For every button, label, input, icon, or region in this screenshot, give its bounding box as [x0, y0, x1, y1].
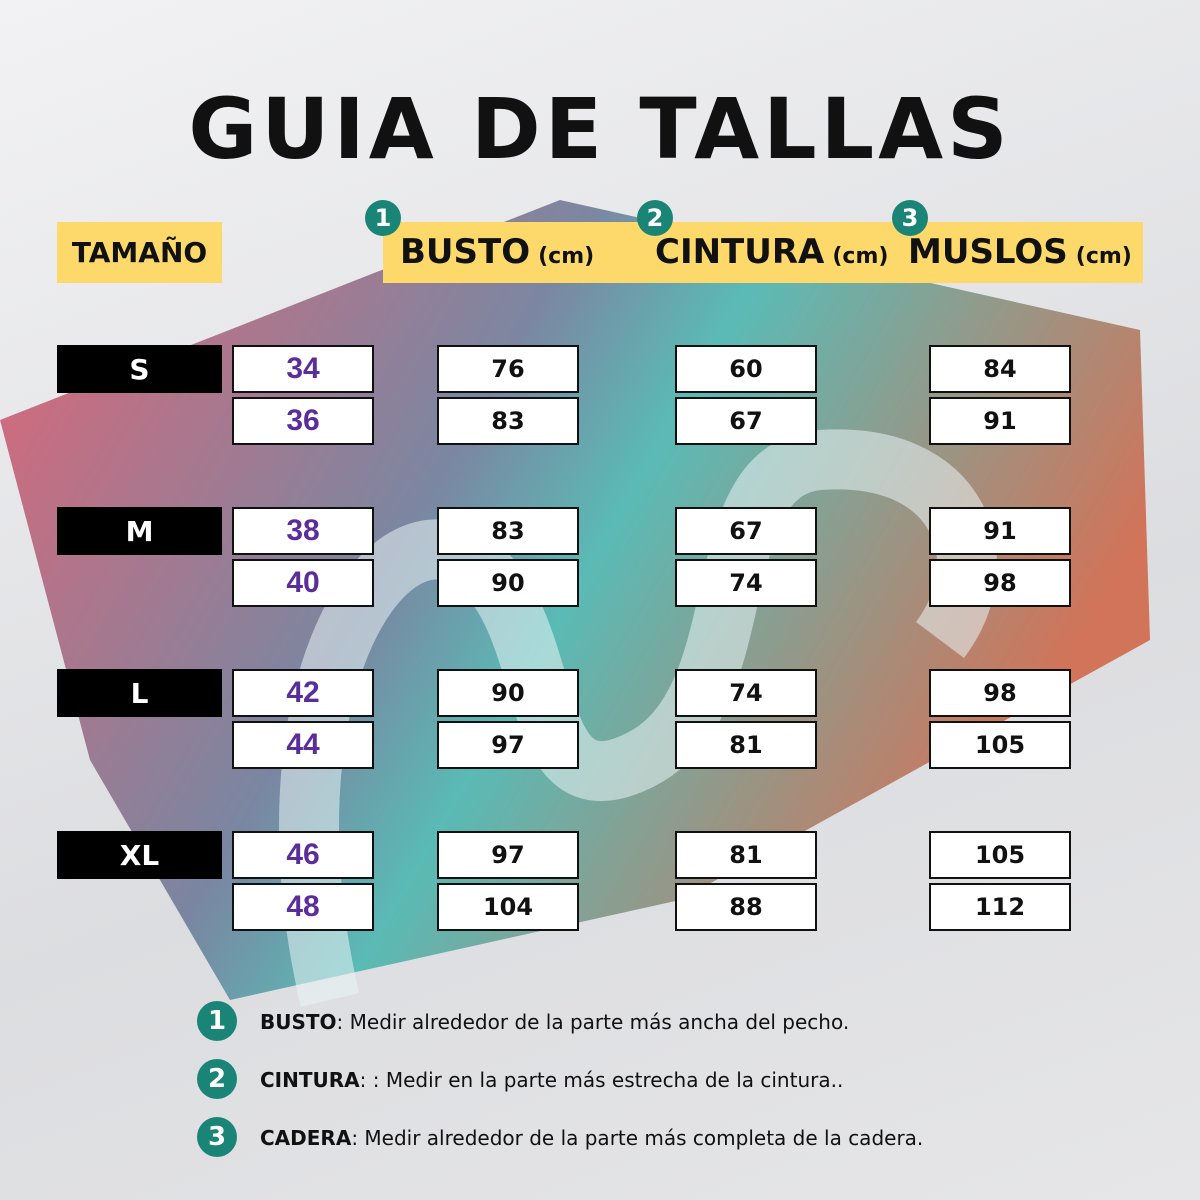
note-text: : Medir alrededor de la parte más comple…: [351, 1126, 924, 1150]
measure-cell: 74: [675, 559, 817, 607]
header-label-group: CINTURA (cm): [655, 232, 888, 276]
note-text: : Medir alrededor de la parte más ancha …: [336, 1010, 850, 1034]
measure-cell: 90: [437, 559, 579, 607]
note-term: CINTURA: [260, 1068, 360, 1092]
measure-cell: 76: [437, 345, 579, 393]
measure-cell: 91: [929, 507, 1071, 555]
header-unit: (cm): [832, 244, 889, 269]
note-number: 3: [197, 1117, 237, 1157]
size-number: 36: [232, 397, 374, 445]
measure-cell: 91: [929, 397, 1071, 445]
measure-cell: 81: [675, 721, 817, 769]
note: BUSTO: Medir alrededor de la parte más a…: [260, 1007, 849, 1037]
measure-cell: 67: [675, 507, 817, 555]
note: CADERA: Medir alrededor de la parte más …: [260, 1123, 923, 1153]
header-label-group: MUSLOS (cm): [908, 232, 1132, 276]
size-tag: L: [57, 669, 222, 717]
size-tag: M: [57, 507, 222, 555]
measure-cell: 83: [437, 397, 579, 445]
measure-cell: 84: [929, 345, 1071, 393]
note: CINTURA: : Medir en la parte más estrech…: [260, 1065, 843, 1095]
size-number: 42: [232, 669, 374, 717]
header-label-group: BUSTO (cm): [400, 232, 594, 276]
size-number: 46: [232, 831, 374, 879]
measure-cell: 81: [675, 831, 817, 879]
size-number: 44: [232, 721, 374, 769]
measure-cell: 98: [929, 669, 1071, 717]
size-number: 34: [232, 345, 374, 393]
measure-cell: 104: [437, 883, 579, 931]
header-unit: (cm): [538, 244, 595, 269]
size-number: 40: [232, 559, 374, 607]
header-unit: (cm): [1075, 244, 1132, 269]
measure-cell: 90: [437, 669, 579, 717]
measure-cell: 97: [437, 831, 579, 879]
size-tag: S: [57, 345, 222, 393]
measure-cell: 105: [929, 721, 1071, 769]
measure-cell: 60: [675, 345, 817, 393]
header-label: CINTURA: [655, 232, 825, 272]
header-number: 1: [365, 200, 401, 236]
note-term: CADERA: [260, 1126, 352, 1150]
header-label: MUSLOS: [908, 232, 1068, 272]
header-number: 2: [637, 200, 673, 236]
measure-cell: 112: [929, 883, 1071, 931]
note-text: : : Medir en la parte más estrecha de la…: [359, 1068, 844, 1092]
title: GUIA DE TALLAS: [188, 80, 1012, 178]
note-number: 2: [197, 1059, 237, 1099]
measure-cell: 105: [929, 831, 1071, 879]
size-number: 48: [232, 883, 374, 931]
measure-cell: 67: [675, 397, 817, 445]
size-number: 38: [232, 507, 374, 555]
note-term: BUSTO: [260, 1010, 337, 1034]
note-number: 1: [197, 1001, 237, 1041]
measure-cell: 74: [675, 669, 817, 717]
measure-cell: 97: [437, 721, 579, 769]
header-label: BUSTO: [400, 232, 531, 272]
measure-cell: 83: [437, 507, 579, 555]
measure-cell: 98: [929, 559, 1071, 607]
measure-cell: 88: [675, 883, 817, 931]
header-number: 3: [892, 200, 928, 236]
size-header: TAMAÑO: [57, 222, 222, 283]
size-tag: XL: [57, 831, 222, 879]
header-band: [383, 222, 1143, 283]
